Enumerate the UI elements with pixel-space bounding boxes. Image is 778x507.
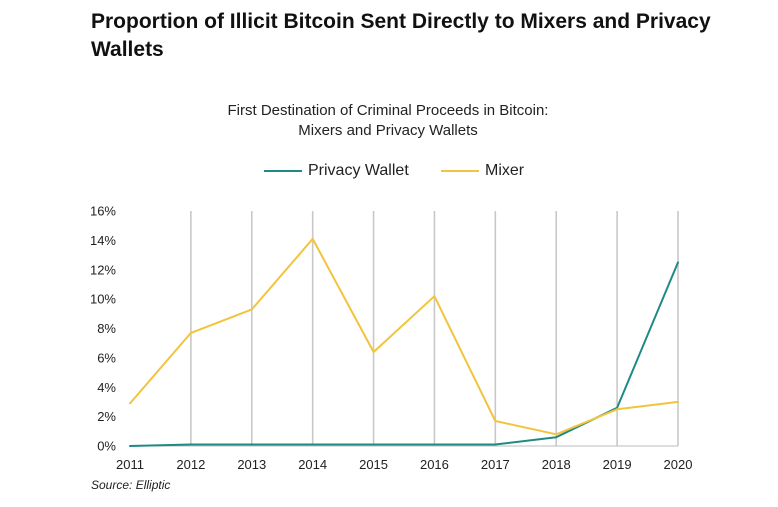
data-point-mixer (129, 402, 131, 405)
chart-title-line-2: Mixers and Privacy Wallets (298, 122, 478, 139)
y-tick-label: 8% (97, 321, 116, 336)
x-tick-label: 2016 (420, 457, 449, 472)
y-tick-label: 16% (90, 204, 116, 219)
legend-label-mixer: Mixer (485, 162, 525, 179)
data-point-mixer (616, 408, 619, 411)
legend-swatch-mixer (441, 170, 479, 172)
data-point-privacy-wallet (311, 443, 314, 446)
x-tick-label: 2012 (176, 457, 205, 472)
data-point-privacy-wallet (372, 443, 375, 446)
data-point-mixer (250, 308, 253, 311)
x-tick-label: 2015 (359, 457, 388, 472)
data-point-privacy-wallet (677, 261, 679, 264)
data-point-privacy-wallet (494, 443, 497, 446)
page-title: Proportion of Illicit Bitcoin Sent Direc… (91, 10, 711, 61)
data-point-mixer (311, 237, 314, 240)
data-point-mixer (555, 433, 558, 436)
data-point-privacy-wallet (433, 443, 436, 446)
source-note: Source: Elliptic (91, 478, 171, 492)
data-point-mixer (433, 295, 436, 298)
data-point-mixer (677, 400, 679, 403)
y-tick-label: 6% (97, 350, 116, 365)
x-tick-label: 2013 (237, 457, 266, 472)
data-point-mixer (189, 331, 192, 334)
chart-legend: Privacy Wallet Mixer (0, 160, 778, 182)
y-tick-label: 12% (90, 262, 116, 277)
x-tick-label: 2018 (542, 457, 571, 472)
data-point-mixer (372, 351, 375, 353)
y-tick-label: 0% (97, 439, 116, 454)
series-line-mixer (129, 237, 679, 436)
y-tick-label: 14% (90, 233, 116, 248)
x-tick-label: 2019 (603, 457, 632, 472)
data-point-privacy-wallet (129, 445, 131, 447)
data-point-privacy-wallet (250, 443, 253, 446)
legend-swatch-privacy-wallet (264, 170, 302, 172)
data-point-mixer (494, 420, 497, 423)
chart-title-line-1: First Destination of Criminal Proceeds i… (227, 102, 549, 119)
y-tick-label: 2% (97, 409, 116, 424)
y-tick-label: 10% (90, 292, 116, 307)
legend-item-mixer: Mixer (441, 160, 524, 182)
y-tick-label: 4% (97, 380, 116, 395)
x-tick-label: 2014 (298, 457, 327, 472)
legend-item-privacy-wallet: Privacy Wallet (264, 160, 409, 182)
x-tick-label: 2017 (481, 457, 510, 472)
data-point-privacy-wallet (189, 443, 192, 446)
x-tick-label: 2011 (116, 457, 144, 472)
data-point-privacy-wallet (555, 436, 558, 439)
x-tick-label: 2020 (664, 457, 693, 472)
legend-label-privacy-wallet: Privacy Wallet (308, 162, 409, 179)
